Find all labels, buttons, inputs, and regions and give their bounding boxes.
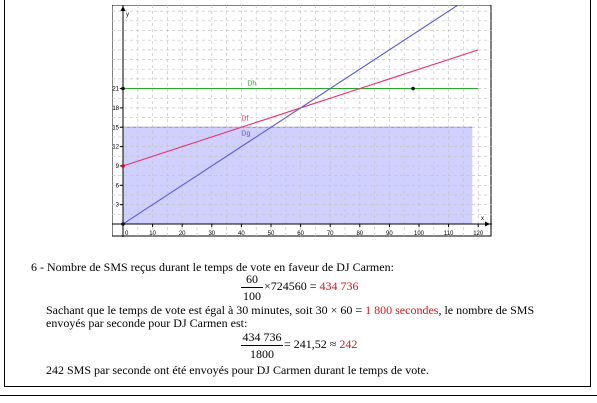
fraction-bar: [241, 287, 263, 288]
y-tick-label: 21: [112, 87, 119, 93]
page-divider: [0, 395, 597, 396]
y-tick-label: 12: [112, 145, 119, 151]
conclusion-text: 242 SMS par seconde ont été envoyés pour…: [46, 363, 429, 377]
series-label-dg: Dg: [241, 131, 250, 138]
x-axis-arrow: [485, 221, 490, 227]
formula-1-rest: ×724560 = 434 736: [264, 279, 359, 293]
x-tick-label: 110: [444, 231, 454, 237]
y-axis-label: y: [126, 12, 129, 18]
x-tick-label: 90: [386, 231, 393, 237]
x-tick-label: 120: [473, 231, 484, 237]
x-axis-label: x: [481, 216, 484, 222]
y-tick-label: 9: [116, 164, 120, 170]
series-line-dg: [122, 5, 460, 225]
y-tick-label: 18: [112, 106, 119, 112]
marked-point: [121, 86, 125, 91]
series-label-df: Df: [241, 115, 248, 122]
fraction-numerator: 60: [246, 272, 258, 286]
origin-label: 0: [125, 231, 129, 237]
formula-2-operator: = 241,52 ≈: [284, 337, 340, 351]
x-tick-label: 70: [327, 231, 334, 237]
series-group: [122, 5, 479, 225]
fraction-bar: [241, 345, 283, 346]
function-graph: 10 20 30 40 50 60 70 80 90 100 110 120 3 6 9 12 15 18 21 0 x…: [112, 5, 492, 237]
series-label-dh: Dh: [247, 81, 256, 88]
y-tick-label: 6: [116, 183, 120, 189]
x-tick-label: 40: [238, 231, 245, 237]
paragraph-sms-per-second: envoyés par seconde pour DJ Carmen est:: [46, 316, 248, 330]
x-tick-label: 80: [356, 231, 363, 237]
x-tick-label: 20: [179, 231, 186, 237]
x-tick-label: 50: [268, 231, 275, 237]
fraction-denominator: 100: [243, 289, 261, 303]
paragraph-vote-duration: Sachant que le temps de vote est égal à …: [46, 303, 534, 317]
formula-2-rest: = 241,52 ≈ 242: [284, 337, 357, 351]
fraction-numerator: 434 736: [242, 330, 282, 344]
answer-box: [4, 0, 591, 387]
fraction-434736-over-1800: 434 736 1800: [241, 330, 283, 361]
duration-seconds: 1 800 secondes: [365, 303, 439, 317]
x-tick-label: 10: [149, 231, 156, 237]
paragraph-text-end: , le nombre de SMS: [438, 303, 535, 317]
y-tick-label: 3: [116, 203, 120, 209]
paragraph-text-start: Sachant que le temps de vote est égal à …: [46, 303, 366, 317]
y-axis-arrow: [120, 6, 126, 11]
x-tick-label: 30: [208, 231, 215, 237]
marked-point: [121, 222, 125, 226]
fraction-denominator: 1800: [250, 347, 274, 361]
question-6-text: 6 - Nombre de SMS reçus durant le temps …: [31, 260, 394, 274]
formula-1-result: 434 736: [319, 279, 359, 293]
x-tick-label: 100: [414, 231, 425, 237]
marked-point: [121, 164, 125, 168]
y-tick-label: 15: [112, 125, 119, 131]
marked-point: [411, 86, 415, 91]
formula-2-result: 242: [339, 337, 358, 351]
fraction-60-over-100: 60 100: [241, 272, 263, 303]
x-tick-label: 60: [297, 231, 304, 237]
formula-1-operator: ×724560 =: [264, 279, 320, 293]
